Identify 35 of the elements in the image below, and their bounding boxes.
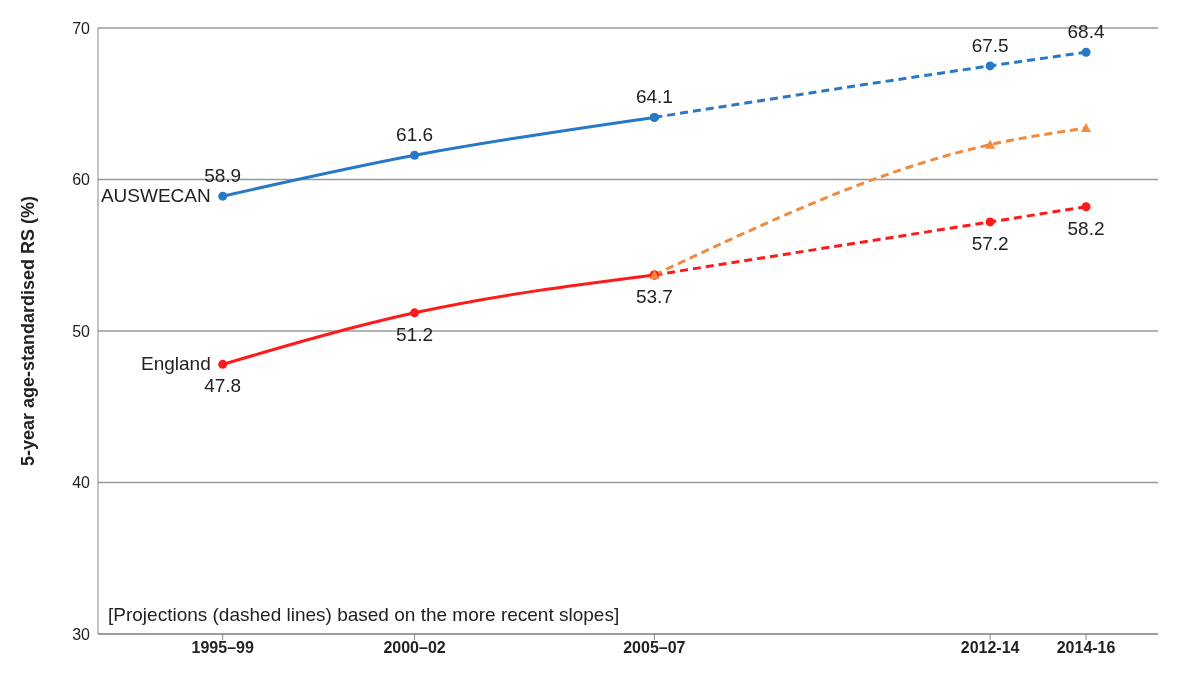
y-axis-title: 5-year age-standardised RS (%) <box>18 195 39 467</box>
x-tick-label: 2000–02 <box>383 639 446 657</box>
data-label: 64.1 <box>635 86 673 108</box>
x-tick-label: 2005–07 <box>623 639 686 657</box>
point <box>649 112 659 122</box>
y-tick-label: 30 <box>72 625 91 643</box>
point <box>410 308 420 318</box>
y-tick-label: 50 <box>72 322 91 340</box>
data-label: 58.2 <box>1067 217 1105 239</box>
annotation: [Projections (dashed lines) based on the more recent slopes] <box>108 604 620 626</box>
data-label: 67.5 <box>971 34 1009 56</box>
series-label: AUSWECAN <box>100 185 211 207</box>
data-label: 61.6 <box>396 124 434 146</box>
data-label: 53.7 <box>635 285 673 307</box>
point <box>985 217 995 227</box>
x-tick-label: 2012-14 <box>960 639 1020 657</box>
point <box>1081 122 1092 132</box>
y-tick-label: 40 <box>72 474 91 492</box>
point <box>218 359 228 369</box>
point <box>1081 47 1091 57</box>
data-label: 57.2 <box>971 232 1009 254</box>
point <box>985 61 995 71</box>
x-tick-label: 1995–99 <box>191 639 254 657</box>
y-tick-label: 60 <box>72 171 91 189</box>
data-label: 68.4 <box>1067 21 1105 43</box>
y-tick-label: 70 <box>72 19 91 37</box>
series-label: England <box>140 353 211 375</box>
data-label: 51.2 <box>396 323 434 345</box>
x-tick-label: 2014-16 <box>1056 639 1116 657</box>
point <box>410 150 420 160</box>
data-label: 47.8 <box>204 375 242 397</box>
point <box>985 139 996 149</box>
point <box>1081 202 1091 212</box>
point <box>218 191 228 201</box>
data-label: 58.9 <box>204 165 242 187</box>
